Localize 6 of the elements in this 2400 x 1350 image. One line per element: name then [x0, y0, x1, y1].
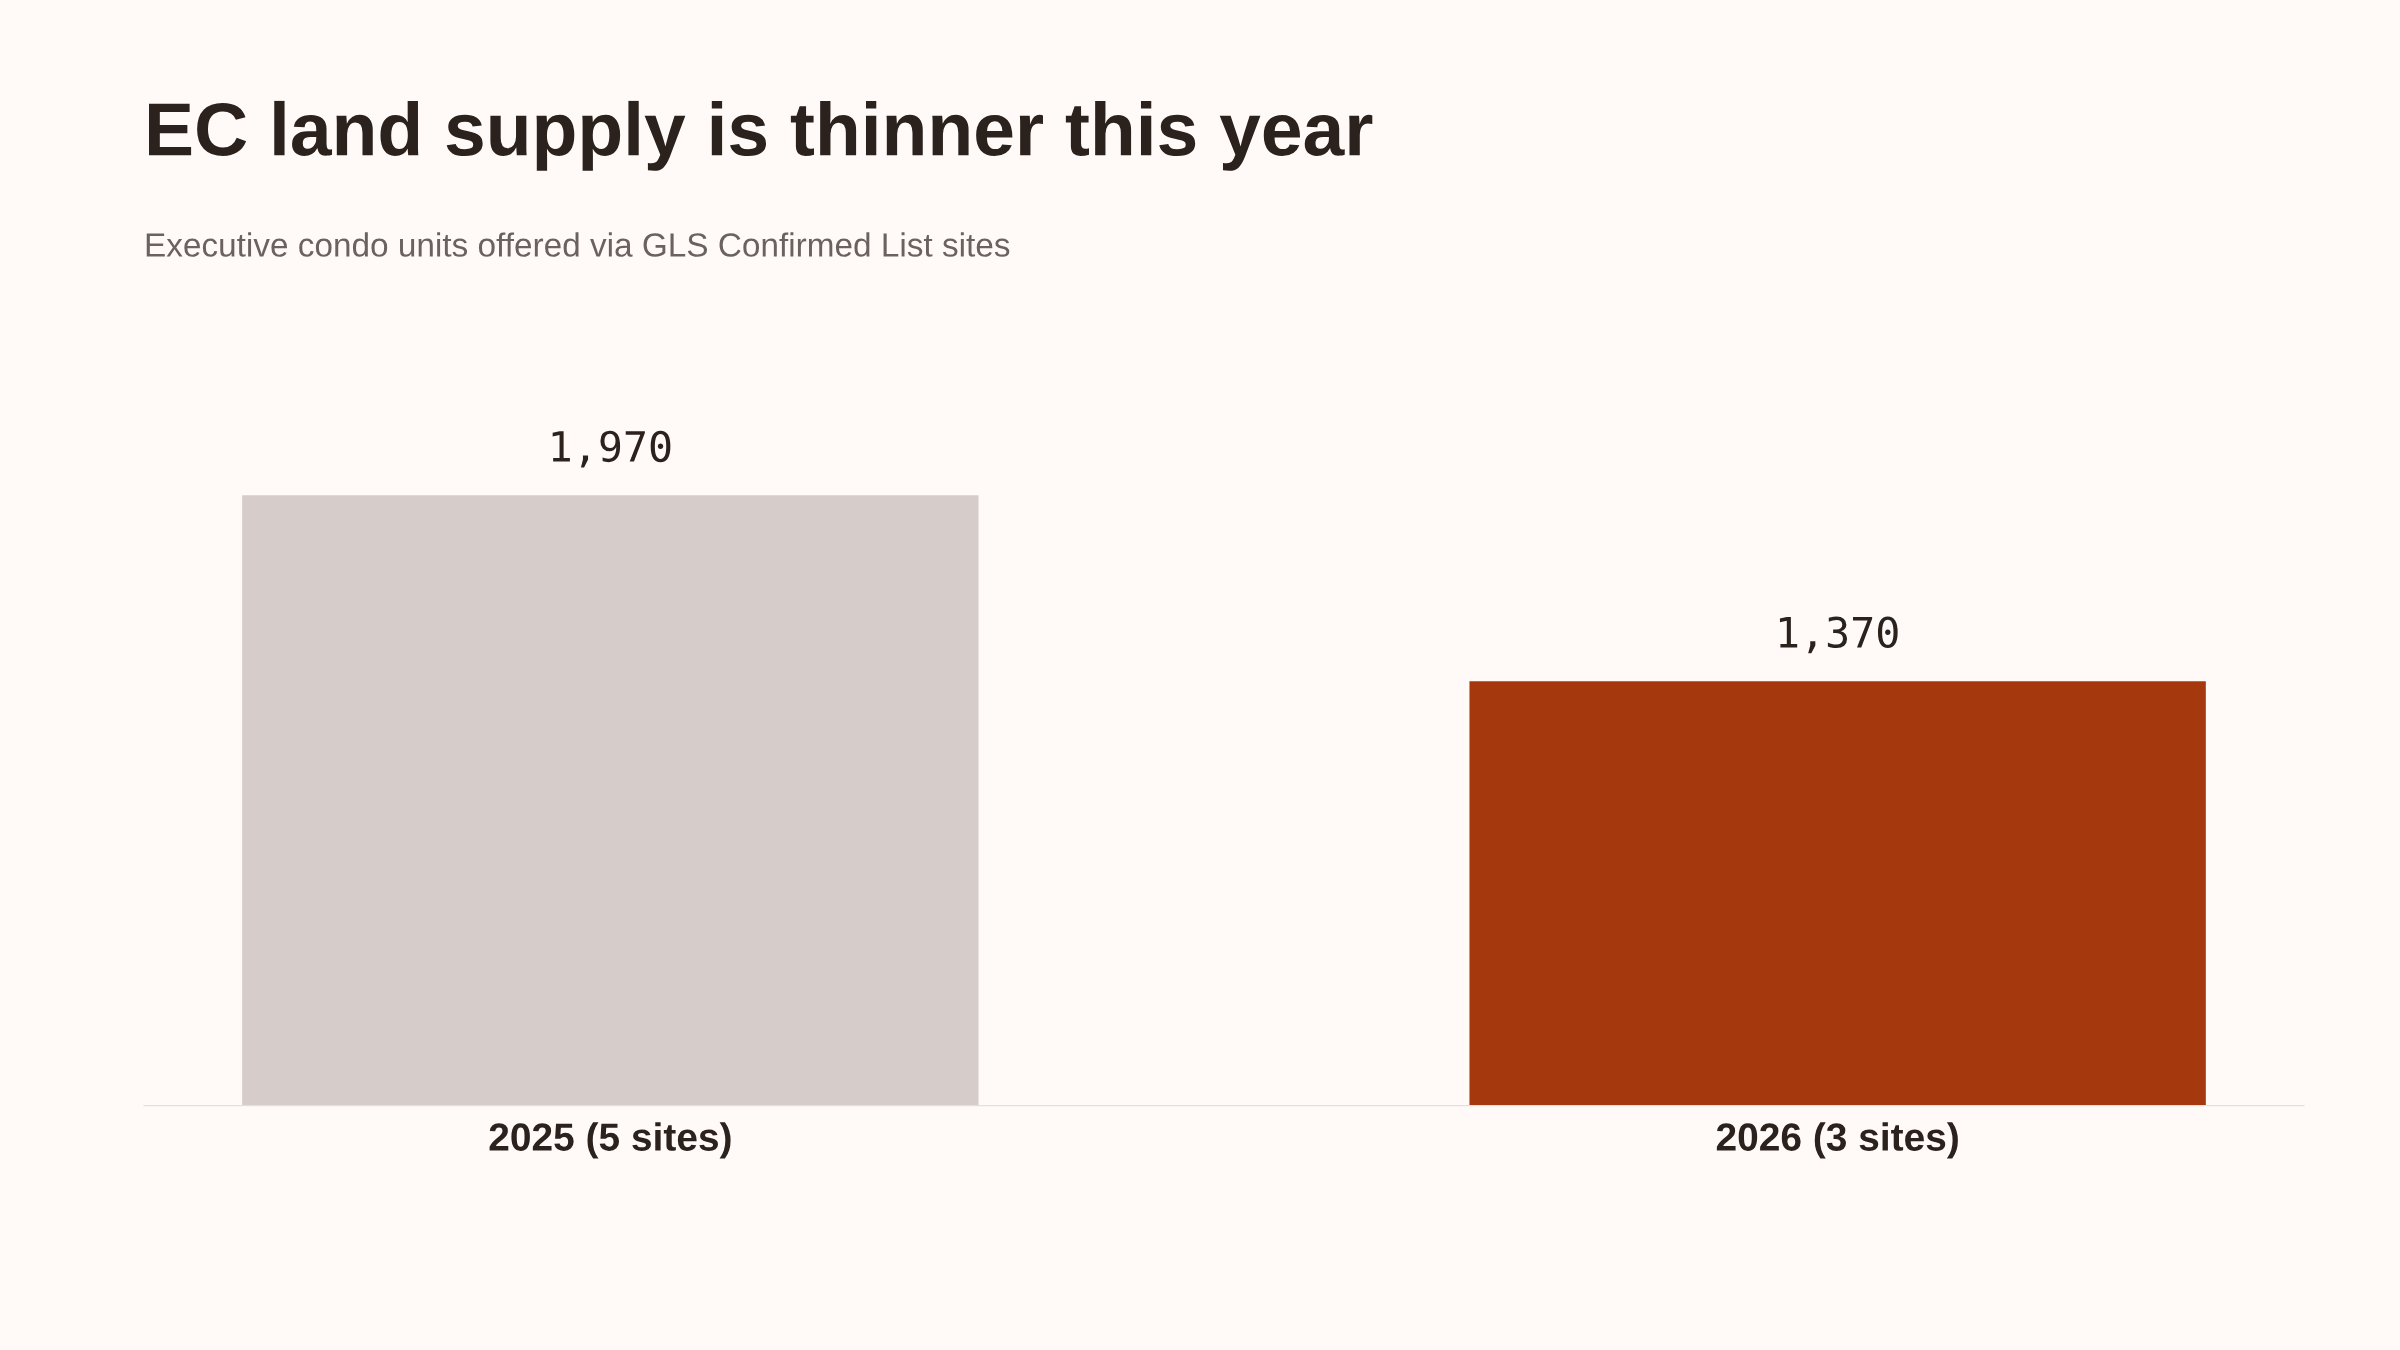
x-tick-label: 2026 (3 sites): [1716, 1122, 1958, 1159]
data-label: 1,970: [552, 430, 671, 468]
chart-subtitle: Executive condo units offered via GLS Confirmed List sites: [146, 232, 1010, 257]
data-label: 1,370: [1779, 616, 1898, 654]
chart-title: EC land supply is thinner this year: [149, 100, 1373, 171]
x-tick-label: 2025 (5 sites): [489, 1122, 731, 1159]
